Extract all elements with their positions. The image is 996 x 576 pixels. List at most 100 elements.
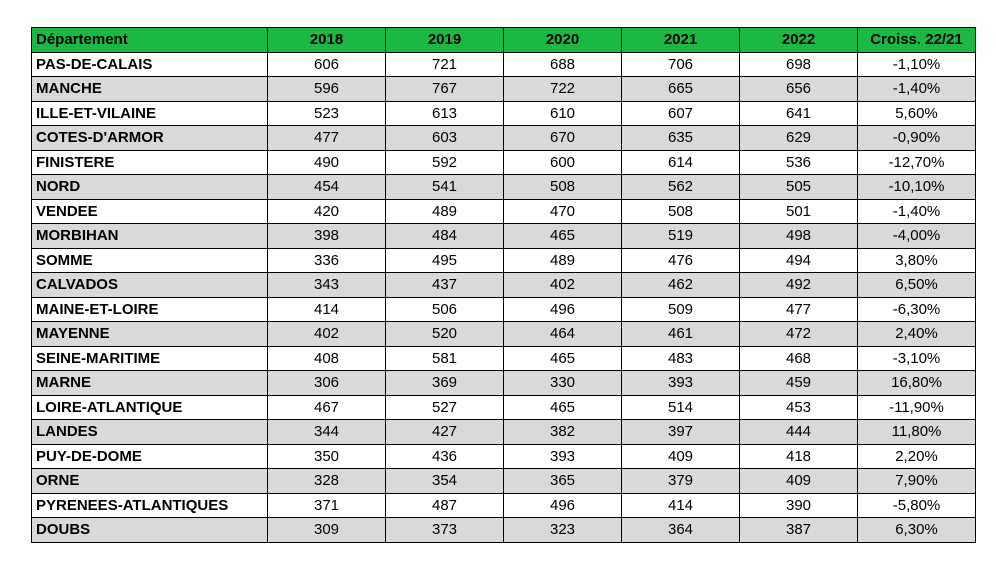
data-table-container: Département 2018 2019 2020 2021 2022 Cro…	[31, 27, 976, 543]
cell-value-2018: 596	[267, 76, 386, 102]
cell-value-2020: 330	[503, 370, 622, 396]
cell-value-2021: 379	[621, 468, 740, 494]
cell-departement: MAYENNE	[31, 321, 268, 347]
cell-departement: LANDES	[31, 419, 268, 445]
cell-value-2020: 610	[503, 100, 622, 126]
table-row: NORD 454 541 508 562 505 -10,10%	[31, 174, 976, 200]
cell-value-2021: 483	[621, 345, 740, 371]
cell-croissance: -1,40%	[857, 76, 976, 102]
cell-value-2021: 476	[621, 247, 740, 273]
cell-departement: ILLE-ET-VILAINE	[31, 100, 268, 126]
cell-value-2018: 408	[267, 345, 386, 371]
cell-value-2019: 489	[385, 198, 504, 224]
cell-croissance: -10,10%	[857, 174, 976, 200]
cell-departement: SEINE-MARITIME	[31, 345, 268, 371]
cell-departement: VENDEE	[31, 198, 268, 224]
cell-value-2021: 706	[621, 51, 740, 77]
cell-value-2022: 656	[739, 76, 858, 102]
cell-value-2018: 306	[267, 370, 386, 396]
cell-croissance: 16,80%	[857, 370, 976, 396]
cell-value-2020: 464	[503, 321, 622, 347]
cell-croissance: -1,10%	[857, 51, 976, 77]
cell-croissance: -11,90%	[857, 394, 976, 420]
cell-value-2018: 350	[267, 443, 386, 469]
cell-value-2022: 698	[739, 51, 858, 77]
cell-croissance: 11,80%	[857, 419, 976, 445]
cell-departement: FINISTERE	[31, 149, 268, 175]
table-row: VENDEE 420 489 470 508 501 -1,40%	[31, 198, 976, 224]
cell-croissance: -3,10%	[857, 345, 976, 371]
cell-value-2020: 465	[503, 223, 622, 249]
cell-departement: PAS-DE-CALAIS	[31, 51, 268, 77]
cell-value-2019: 527	[385, 394, 504, 420]
table-row: PAS-DE-CALAIS 606 721 688 706 698 -1,10%	[31, 51, 976, 77]
cell-value-2018: 477	[267, 125, 386, 151]
cell-value-2020: 465	[503, 394, 622, 420]
cell-value-2021: 397	[621, 419, 740, 445]
cell-value-2019: 613	[385, 100, 504, 126]
cell-departement: MANCHE	[31, 76, 268, 102]
cell-value-2019: 506	[385, 296, 504, 322]
cell-croissance: 7,90%	[857, 468, 976, 494]
cell-value-2022: 472	[739, 321, 858, 347]
table-row: MANCHE 596 767 722 665 656 -1,40%	[31, 76, 976, 102]
cell-value-2021: 514	[621, 394, 740, 420]
cell-value-2019: 369	[385, 370, 504, 396]
cell-croissance: -5,80%	[857, 492, 976, 518]
cell-value-2021: 614	[621, 149, 740, 175]
table-row: MAYENNE 402 520 464 461 472 2,40%	[31, 321, 976, 347]
header-2019: 2019	[385, 27, 504, 53]
table-row: LANDES 344 427 382 397 444 11,80%	[31, 419, 976, 445]
cell-value-2019: 437	[385, 272, 504, 298]
cell-croissance: 3,80%	[857, 247, 976, 273]
table-body: PAS-DE-CALAIS 606 721 688 706 698 -1,10% MANCHE…	[31, 51, 976, 543]
cell-departement: DOUBS	[31, 517, 268, 543]
cell-value-2018: 606	[267, 51, 386, 77]
cell-value-2021: 462	[621, 272, 740, 298]
cell-value-2018: 398	[267, 223, 386, 249]
cell-croissance: 2,20%	[857, 443, 976, 469]
cell-value-2022: 641	[739, 100, 858, 126]
cell-croissance: 2,40%	[857, 321, 976, 347]
cell-departement: PYRENEES-ATLANTIQUES	[31, 492, 268, 518]
cell-value-2018: 467	[267, 394, 386, 420]
cell-value-2021: 461	[621, 321, 740, 347]
cell-croissance: 6,50%	[857, 272, 976, 298]
cell-value-2022: 501	[739, 198, 858, 224]
cell-value-2018: 328	[267, 468, 386, 494]
cell-value-2020: 489	[503, 247, 622, 273]
cell-value-2021: 393	[621, 370, 740, 396]
cell-value-2022: 492	[739, 272, 858, 298]
cell-value-2022: 629	[739, 125, 858, 151]
header-2021: 2021	[621, 27, 740, 53]
cell-value-2018: 402	[267, 321, 386, 347]
table-row: FINISTERE 490 592 600 614 536 -12,70%	[31, 149, 976, 175]
cell-value-2020: 470	[503, 198, 622, 224]
table-row: LOIRE-ATLANTIQUE 467 527 465 514 453 -11,90%	[31, 394, 976, 420]
header-row: Département 2018 2019 2020 2021 2022 Cro…	[31, 27, 976, 53]
table-row: COTES-D'ARMOR 477 603 670 635 629 -0,90%	[31, 125, 976, 151]
cell-croissance: 5,60%	[857, 100, 976, 126]
department-table: Département 2018 2019 2020 2021 2022 Cro…	[31, 27, 976, 543]
cell-value-2018: 344	[267, 419, 386, 445]
cell-departement: PUY-DE-DOME	[31, 443, 268, 469]
cell-value-2022: 459	[739, 370, 858, 396]
cell-value-2018: 343	[267, 272, 386, 298]
table-row: SEINE-MARITIME 408 581 465 483 468 -3,10%	[31, 345, 976, 371]
cell-value-2018: 336	[267, 247, 386, 273]
cell-departement: COTES-D'ARMOR	[31, 125, 268, 151]
cell-value-2019: 592	[385, 149, 504, 175]
cell-value-2020: 402	[503, 272, 622, 298]
cell-croissance: -6,30%	[857, 296, 976, 322]
cell-value-2021: 509	[621, 296, 740, 322]
cell-value-2019: 495	[385, 247, 504, 273]
cell-departement: MORBIHAN	[31, 223, 268, 249]
cell-value-2021: 409	[621, 443, 740, 469]
cell-value-2021: 635	[621, 125, 740, 151]
cell-value-2021: 364	[621, 517, 740, 543]
cell-value-2020: 688	[503, 51, 622, 77]
table-row: MAINE-ET-LOIRE 414 506 496 509 477 -6,30%	[31, 296, 976, 322]
table-row: ORNE 328 354 365 379 409 7,90%	[31, 468, 976, 494]
cell-value-2020: 323	[503, 517, 622, 543]
cell-value-2022: 409	[739, 468, 858, 494]
